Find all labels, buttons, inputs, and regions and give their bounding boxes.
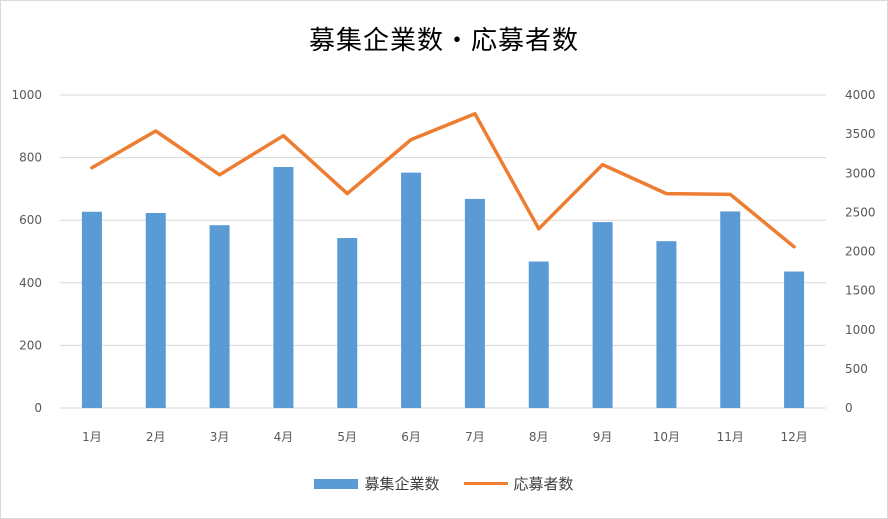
bar xyxy=(528,261,549,408)
y-left-tick-label: 800 xyxy=(19,151,42,165)
bar xyxy=(656,241,677,408)
legend-item-line[interactable]: 応募者数 xyxy=(463,473,574,494)
y-right-tick-label: 1000 xyxy=(845,323,876,337)
series-line xyxy=(90,112,796,249)
legend-line-swatch xyxy=(463,482,508,485)
bar xyxy=(464,198,485,408)
x-tick-label: 10月 xyxy=(653,430,680,444)
x-tick-label: 9月 xyxy=(593,430,613,444)
y-right-tick-label: 0 xyxy=(845,401,853,415)
chart-title: 募集企業数・応募者数 xyxy=(308,26,579,56)
x-tick-label: 8月 xyxy=(529,430,549,444)
y-right-tick-label: 2000 xyxy=(845,245,876,259)
y-left-tick-label: 200 xyxy=(19,338,42,352)
y-right-tick-label: 2500 xyxy=(845,205,876,219)
y-right-tick-label: 3500 xyxy=(845,127,876,141)
x-tick-label: 2月 xyxy=(146,430,166,444)
bar xyxy=(784,271,805,408)
y-right-tick-label: 1500 xyxy=(845,284,876,298)
bar xyxy=(401,172,422,408)
legend-item-bar[interactable]: 募集企業数 xyxy=(314,473,440,494)
x-tick-label: 4月 xyxy=(274,430,294,444)
x-tick-label: 3月 xyxy=(210,430,230,444)
y-left-tick-label: 1000 xyxy=(11,88,42,102)
y-left-tick-label: 0 xyxy=(34,401,42,415)
bar xyxy=(720,211,741,408)
y-left-tick-label: 400 xyxy=(19,276,42,290)
bar xyxy=(592,222,613,408)
y-right-tick-label: 3000 xyxy=(845,166,876,180)
x-tick-label: 12月 xyxy=(780,430,807,444)
legend-bar-label: 募集企業数 xyxy=(364,475,440,493)
bar xyxy=(337,238,358,408)
y-left-tick-label: 600 xyxy=(19,213,42,227)
x-tick-label: 5月 xyxy=(337,430,357,444)
y-right-tick-label: 4000 xyxy=(845,88,876,102)
x-tick-label: 1月 xyxy=(82,430,102,444)
legend: 募集企業数 応募者数 xyxy=(0,473,888,494)
bar xyxy=(145,213,166,408)
x-tick-label: 11月 xyxy=(717,430,744,444)
x-tick-label: 6月 xyxy=(401,430,421,444)
bar xyxy=(209,225,230,408)
legend-bar-swatch xyxy=(314,478,359,489)
x-tick-label: 7月 xyxy=(465,430,485,444)
bar xyxy=(81,211,102,408)
y-right-tick-label: 500 xyxy=(845,362,868,376)
bar xyxy=(273,166,294,408)
legend-line-label: 応募者数 xyxy=(513,475,574,493)
